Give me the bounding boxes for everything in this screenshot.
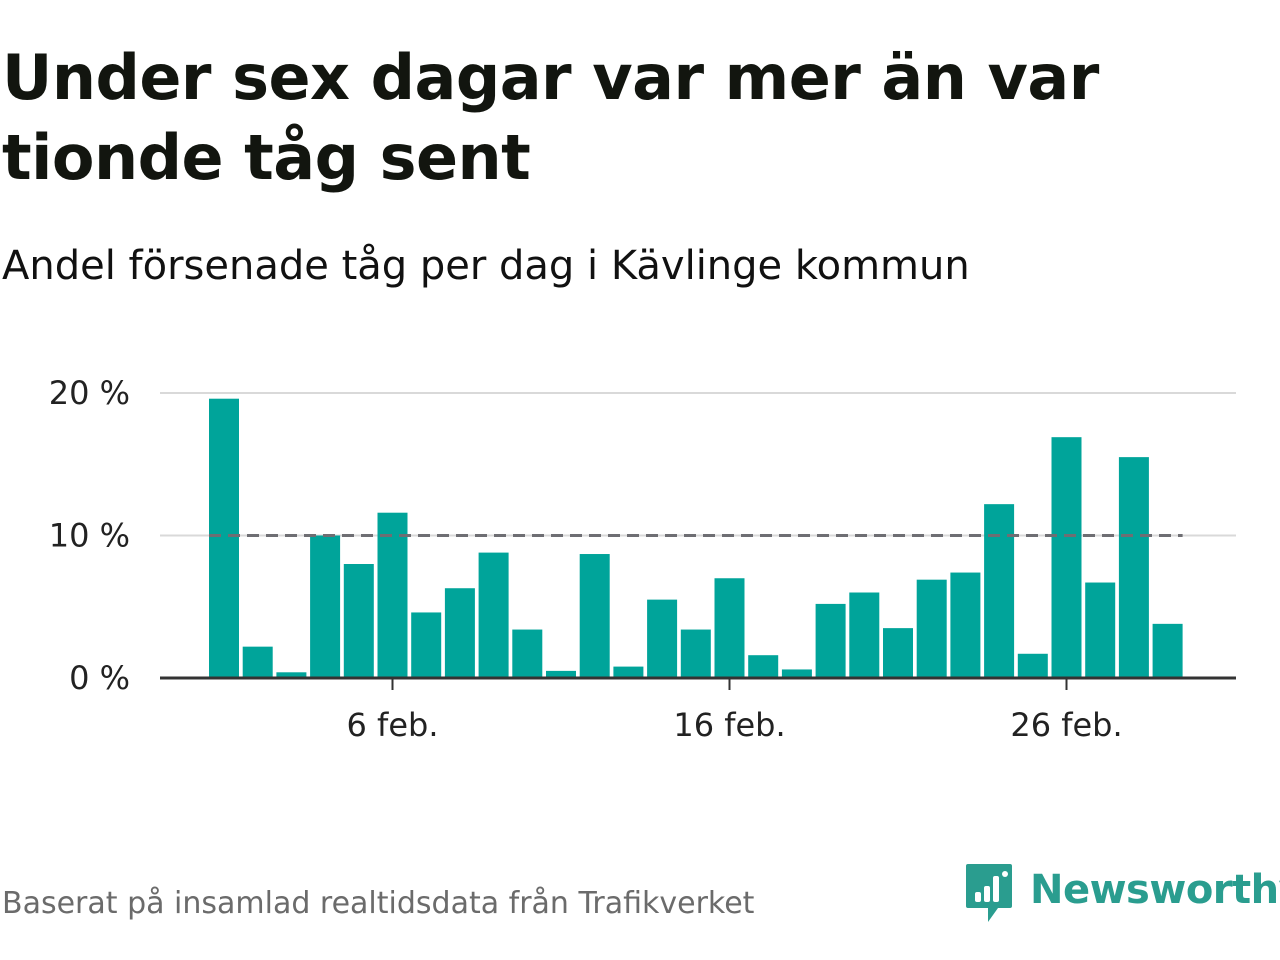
chart-title: Under sex dagar var mer än var tionde tå… [2,41,1099,194]
tick-labels: 0 % 10 % 20 % 6 feb. 16 feb. 26 feb. [49,374,1123,744]
bar [883,628,913,678]
bar [377,512,408,678]
bar [343,564,374,678]
bar [1017,653,1048,678]
bar [209,398,239,678]
bar [411,612,442,678]
bar [546,670,576,678]
bar [512,629,543,678]
bar [950,572,981,678]
source-note: Baserat på insamlad realtidsdata från Tr… [2,886,755,921]
bar [613,666,644,678]
bar [984,504,1015,678]
x-tick-label: 26 feb. [1010,706,1122,744]
y-tick-label: 0 % [69,659,130,697]
x-tick-label: 16 feb. [673,706,785,744]
x-tick-label: 6 feb. [347,706,439,744]
bar [276,672,307,678]
bars [209,398,1183,678]
bar [1152,623,1183,678]
chart-subtitle: Andel försenade tåg per dag i Kävlinge k… [2,243,970,289]
brand: Newsworthy [964,862,1280,926]
bar [748,655,779,678]
bar [478,552,509,678]
x-axis [160,676,1236,690]
newsworthy-logo-icon [966,864,1012,922]
bar [714,578,745,678]
bar [444,588,475,678]
bar [1085,582,1116,678]
bar [680,629,711,678]
bar [647,599,678,678]
bar [579,554,610,678]
bar [781,669,812,678]
bar-chart: 0 % 10 % 20 % 6 feb. 16 feb. 26 feb. [49,374,1236,744]
brand-name: Newsworthy [1030,867,1280,913]
y-tick-label: 20 % [49,374,130,412]
y-tick-label: 10 % [49,517,130,555]
bar [1118,457,1149,678]
bar [815,603,846,678]
bar [1051,437,1082,678]
bar [242,646,273,678]
bar [849,592,880,678]
bar [916,579,947,678]
bar [310,535,341,678]
